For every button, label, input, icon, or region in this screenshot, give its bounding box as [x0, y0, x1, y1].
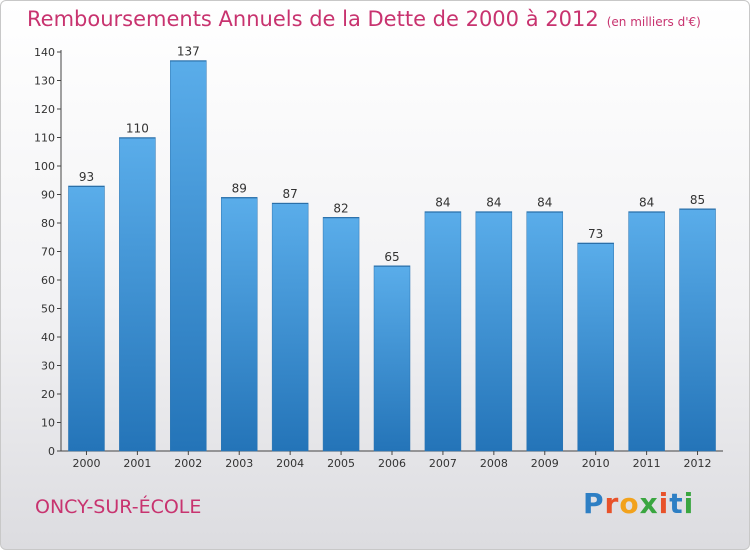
- y-tick-label: 10: [41, 417, 55, 430]
- bar: [119, 137, 156, 452]
- bar: [68, 185, 105, 452]
- x-tick-label: 2006: [378, 457, 406, 470]
- y-tick-label: 30: [41, 360, 55, 373]
- x-tick-label: 2004: [276, 457, 304, 470]
- bar: [577, 242, 614, 452]
- logo-letter: o: [619, 487, 640, 520]
- bar: [679, 208, 716, 452]
- chart-unit: (en milliers d'€): [606, 15, 701, 29]
- y-tick-label: 0: [48, 445, 55, 458]
- bar: [373, 265, 411, 452]
- logo-letter: P: [583, 487, 605, 520]
- y-tick-label: 100: [34, 160, 55, 173]
- bar: [526, 211, 564, 452]
- x-tick-label: 2009: [531, 457, 559, 470]
- chart-title: Remboursements Annuels de la Dette de 20…: [27, 7, 701, 31]
- y-tick-label: 20: [41, 388, 55, 401]
- y-tick-label: 120: [34, 103, 55, 116]
- x-tick-label: 2002: [174, 457, 202, 470]
- data-label: 73: [588, 227, 603, 241]
- data-label: 84: [486, 196, 501, 210]
- proxiti-logo: Proxiti: [583, 487, 694, 520]
- logo-letter: r: [604, 487, 620, 520]
- x-tick-label: 2012: [684, 457, 712, 470]
- bar: [475, 211, 513, 452]
- x-tick-label: 2003: [225, 457, 253, 470]
- bar: [322, 217, 360, 452]
- data-label: 85: [690, 193, 705, 207]
- y-tick-label: 140: [34, 46, 55, 59]
- logo-letter: x: [639, 487, 659, 520]
- y-tick-label: 90: [41, 189, 55, 202]
- data-label: 65: [384, 250, 399, 264]
- x-tick-label: 2000: [72, 457, 100, 470]
- y-tick-label: 130: [34, 75, 55, 88]
- bar: [628, 211, 665, 452]
- y-tick-label: 40: [41, 331, 55, 344]
- city-name: ONCY-SUR-ÉCOLE: [35, 496, 202, 518]
- x-tick-label: 2008: [480, 457, 508, 470]
- data-label: 84: [435, 196, 450, 210]
- logo-letter: t: [669, 487, 684, 520]
- bar: [424, 211, 462, 452]
- x-tick-label: 2001: [123, 457, 151, 470]
- y-tick-label: 80: [41, 217, 55, 230]
- chart-title-text: Remboursements Annuels de la Dette de 20…: [27, 7, 599, 31]
- y-tick-label: 50: [41, 303, 55, 316]
- x-tick-label: 2010: [582, 457, 610, 470]
- data-label: 84: [537, 196, 552, 210]
- data-label: 137: [177, 45, 200, 59]
- logo-letter: i: [683, 487, 695, 520]
- x-tick-label: 2011: [633, 457, 661, 470]
- bar: [220, 197, 258, 452]
- data-label: 89: [232, 181, 247, 195]
- logo-letter: i: [658, 487, 670, 520]
- data-label: 87: [283, 187, 298, 201]
- x-tick-label: 2005: [327, 457, 355, 470]
- y-tick-label: 110: [34, 132, 55, 145]
- data-label: 82: [333, 201, 348, 215]
- bar: [170, 60, 207, 452]
- y-tick-label: 70: [41, 246, 55, 259]
- bar: [271, 202, 309, 452]
- x-tick-label: 2007: [429, 457, 457, 470]
- y-tick-label: 60: [41, 274, 55, 287]
- data-label: 84: [639, 196, 654, 210]
- data-label: 93: [79, 170, 94, 184]
- data-label: 110: [126, 122, 149, 136]
